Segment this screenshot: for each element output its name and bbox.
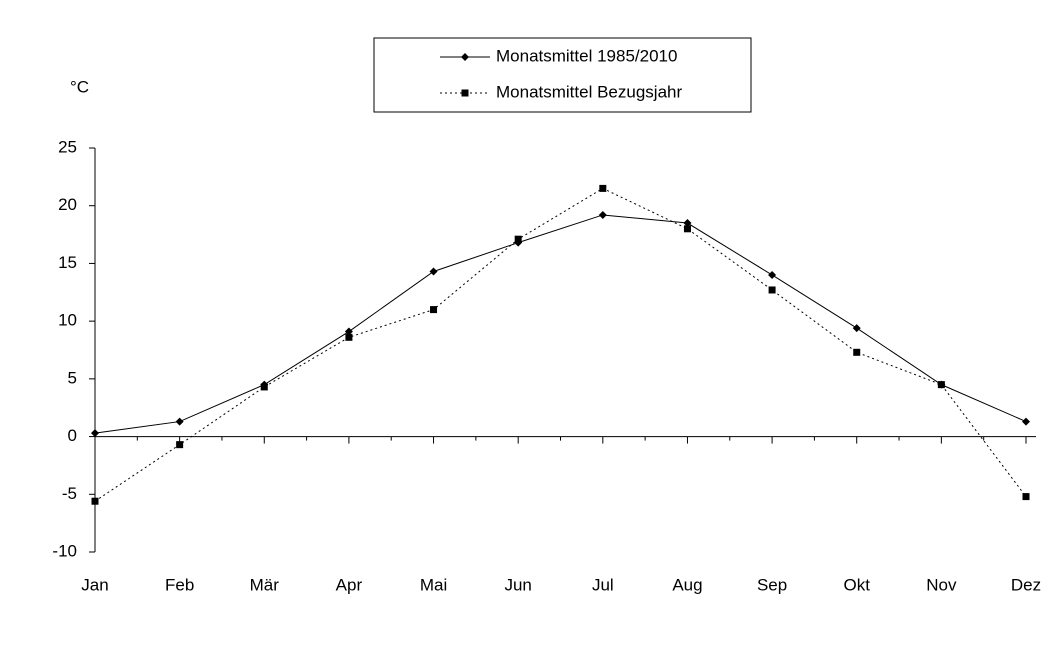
point <box>429 267 438 276</box>
point <box>853 348 861 356</box>
point <box>176 441 184 449</box>
series-line <box>94 214 1027 434</box>
series-line <box>94 187 1027 502</box>
point <box>345 333 353 341</box>
x-tick-label: Jun <box>504 575 531 594</box>
point <box>1022 493 1030 501</box>
point <box>937 381 945 389</box>
legend-marker <box>461 53 469 61</box>
y-tick-label: 20 <box>58 195 77 214</box>
point <box>430 306 438 314</box>
point <box>514 235 522 243</box>
point <box>598 210 607 219</box>
y-tick-label: -5 <box>62 484 77 503</box>
point <box>344 327 353 336</box>
y-tick-label: 0 <box>68 426 77 445</box>
point <box>852 324 861 333</box>
x-tick-label: Apr <box>336 575 363 594</box>
legend-label: Monatsmittel 1985/2010 <box>496 46 677 65</box>
y-tick-label: 5 <box>68 368 77 387</box>
x-tick-label: Jul <box>592 575 614 594</box>
x-tick-label: Okt <box>844 575 871 594</box>
x-tick-label: Feb <box>165 575 194 594</box>
point <box>768 286 776 294</box>
point <box>683 225 691 233</box>
point <box>599 184 607 192</box>
x-tick-label: Jan <box>81 575 108 594</box>
point <box>683 219 692 228</box>
legend-marker <box>461 89 469 97</box>
x-tick-label: Dez <box>1011 575 1041 594</box>
x-tick-label: Aug <box>672 575 702 594</box>
point <box>768 270 777 279</box>
point <box>91 497 99 505</box>
y-tick-label: -10 <box>52 541 77 560</box>
y-tick-label: 25 <box>58 137 77 156</box>
point <box>1022 417 1030 426</box>
point <box>91 429 99 438</box>
legend-label: Monatsmittel Bezugsjahr <box>496 82 682 101</box>
x-tick-label: Mär <box>250 575 280 594</box>
x-tick-label: Mai <box>420 575 447 594</box>
x-tick-label: Sep <box>757 575 787 594</box>
point <box>175 417 184 426</box>
y-tick-label: 15 <box>58 253 77 272</box>
x-tick-label: Nov <box>926 575 957 594</box>
legend-box <box>373 37 752 113</box>
y-tick-label: 10 <box>58 311 77 330</box>
point <box>260 383 268 391</box>
y-axis-label: °C <box>70 77 89 96</box>
